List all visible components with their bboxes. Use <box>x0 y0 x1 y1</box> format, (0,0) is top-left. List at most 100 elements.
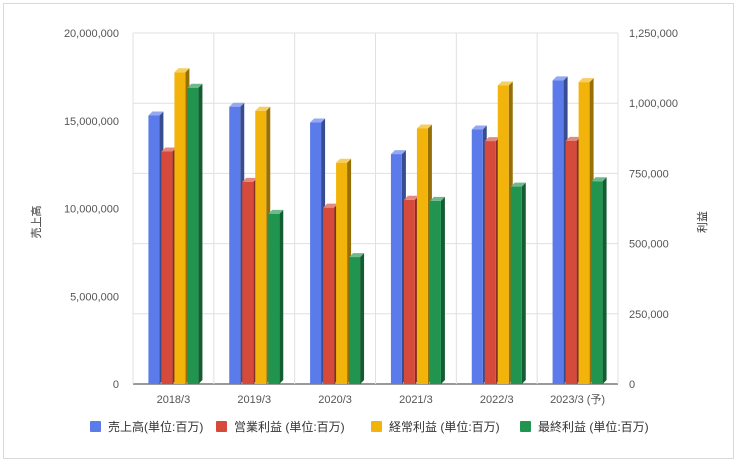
legend-label: 最終利益 (単位:百万) <box>538 419 649 434</box>
grid-lines <box>132 32 619 385</box>
bar <box>349 253 365 384</box>
bar <box>336 158 352 384</box>
bar-side <box>360 253 365 384</box>
bar <box>552 76 568 384</box>
chart-frame <box>3 3 734 459</box>
legend-label: 経常利益 (単位:百万) <box>389 419 500 434</box>
bar-top <box>323 203 339 208</box>
bar-front <box>323 207 335 384</box>
bar-front <box>471 129 483 384</box>
bar-front <box>161 151 173 384</box>
bar <box>416 124 432 385</box>
legend-item: 経常利益 (単位:百万) <box>371 419 500 434</box>
bar <box>429 196 445 384</box>
y-tick-label: 20,000,000 <box>64 28 119 40</box>
bar-front <box>268 213 280 384</box>
y2-tick-label: 750,000 <box>629 168 669 180</box>
bar <box>591 177 607 384</box>
bar <box>242 177 258 384</box>
bar <box>565 136 581 384</box>
y2-axis-title: 利益 <box>695 211 709 233</box>
bar-top <box>403 195 419 200</box>
bar <box>403 195 419 384</box>
bar-front <box>497 85 509 385</box>
bar-front <box>552 80 564 384</box>
x-tick-label: 2019/3 <box>237 394 271 406</box>
bars <box>148 68 607 385</box>
bar-front <box>510 186 522 384</box>
bar <box>268 209 284 384</box>
bar <box>255 106 271 384</box>
bar-front <box>255 110 267 384</box>
bar-front <box>416 128 428 384</box>
x-tick-label: 2022/3 <box>480 394 514 406</box>
bar-top <box>565 136 581 141</box>
x-tick-label: 2021/3 <box>399 394 433 406</box>
bar <box>323 203 339 384</box>
legend-swatch <box>520 421 531 432</box>
bar <box>187 83 203 385</box>
bar-top <box>161 147 177 152</box>
bar-top <box>390 150 406 155</box>
bar-top <box>349 253 365 258</box>
y-tick-label: 15,000,000 <box>64 116 119 128</box>
legend-swatch <box>216 421 227 432</box>
bar-top <box>497 81 513 86</box>
bar-side <box>198 83 203 385</box>
bar <box>174 68 190 384</box>
bar <box>390 150 406 384</box>
y-tick-label: 10,000,000 <box>64 204 119 216</box>
bar-front <box>242 181 254 384</box>
legend-label: 売上高(単位:百万) <box>108 419 203 434</box>
bar-top <box>174 68 190 73</box>
bar-front <box>187 87 199 385</box>
bar <box>161 147 177 384</box>
bar-front <box>591 181 603 384</box>
y2-tick-label: 1,250,000 <box>629 28 678 40</box>
bar-front <box>565 140 577 384</box>
x-tick-label: 2023/3 (予) <box>550 393 605 406</box>
bar-top <box>552 76 568 81</box>
bar <box>578 78 594 384</box>
bar <box>148 111 164 385</box>
legend-swatch <box>90 421 101 432</box>
bar <box>484 137 500 384</box>
bar <box>471 125 487 385</box>
bar-front <box>349 257 361 384</box>
bar-front <box>310 122 322 384</box>
bar-front <box>429 200 441 384</box>
bar-top <box>229 102 245 107</box>
bar <box>510 182 526 384</box>
bar-top <box>510 182 526 187</box>
bar-top <box>187 83 203 88</box>
bar-top <box>268 209 284 214</box>
bar-side <box>602 177 607 384</box>
y-tick-label: 0 <box>113 379 119 391</box>
y2-tick-label: 0 <box>629 379 635 391</box>
bar <box>497 81 513 385</box>
bar-front <box>148 115 160 385</box>
legend-label: 営業利益 (単位:百万) <box>234 419 345 434</box>
y2-tick-label: 500,000 <box>629 239 669 251</box>
bar-top <box>336 158 352 163</box>
bar-top <box>429 196 445 201</box>
bar <box>229 102 245 385</box>
bar-front <box>390 154 402 384</box>
bar-top <box>471 125 487 130</box>
bar-side <box>521 182 526 384</box>
bar-top <box>416 124 432 129</box>
x-tick-label: 2020/3 <box>318 394 352 406</box>
x-tick-label: 2018/3 <box>157 394 191 406</box>
bar-top <box>148 111 164 116</box>
legend-item: 最終利益 (単位:百万) <box>520 419 649 434</box>
legend-item: 売上高(単位:百万) <box>90 419 203 434</box>
bar-side <box>279 209 284 384</box>
bar-top <box>242 177 258 182</box>
bar <box>310 118 326 384</box>
bar-front <box>578 82 590 384</box>
bar-top <box>484 137 500 142</box>
bar-front <box>174 72 186 384</box>
legend-item: 営業利益 (単位:百万) <box>216 419 345 434</box>
axes: 0 5,000,000 10,000,000 15,000,000 20,000,000… <box>64 28 678 406</box>
